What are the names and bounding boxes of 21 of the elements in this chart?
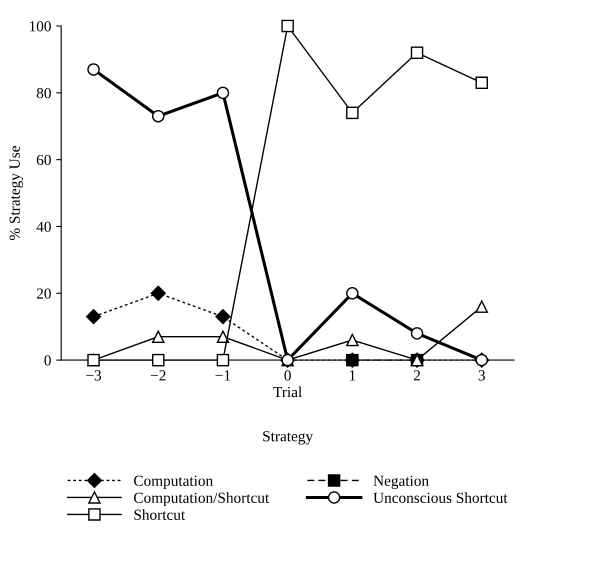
x-tick-label: 1 [350,370,356,380]
x-tick-label: 0 [284,370,291,381]
legend-label: Shortcut [134,509,186,520]
x-tick-label: −2 [150,370,166,380]
x-tick-label: −3 [86,370,102,381]
x-axis-title: Trial [273,386,302,398]
y-tick-label: 80 [36,88,51,98]
y-tick-label: 100 [30,21,51,32]
legend-title: Strategy [263,431,314,445]
x-tick-label: −1 [216,370,230,380]
x-tick-label: 3 [478,370,485,381]
y-tick-label: 0 [44,355,51,366]
x-tick-label: 2 [414,370,420,380]
y-axis-title: % Strategy Use [10,146,24,240]
legend-label: Unconscious Shortcut [373,492,508,503]
y-tick-label: 40 [36,222,51,232]
legend-label: Computation/Shortcut [134,492,270,506]
legend-label: Computation [134,476,213,490]
y-tick-label: 60 [36,154,51,166]
y-tick-label: 20 [36,288,51,299]
legend-label: Negation [374,476,429,490]
